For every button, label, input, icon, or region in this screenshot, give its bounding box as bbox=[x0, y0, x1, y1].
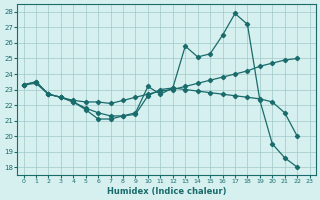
X-axis label: Humidex (Indice chaleur): Humidex (Indice chaleur) bbox=[107, 187, 226, 196]
